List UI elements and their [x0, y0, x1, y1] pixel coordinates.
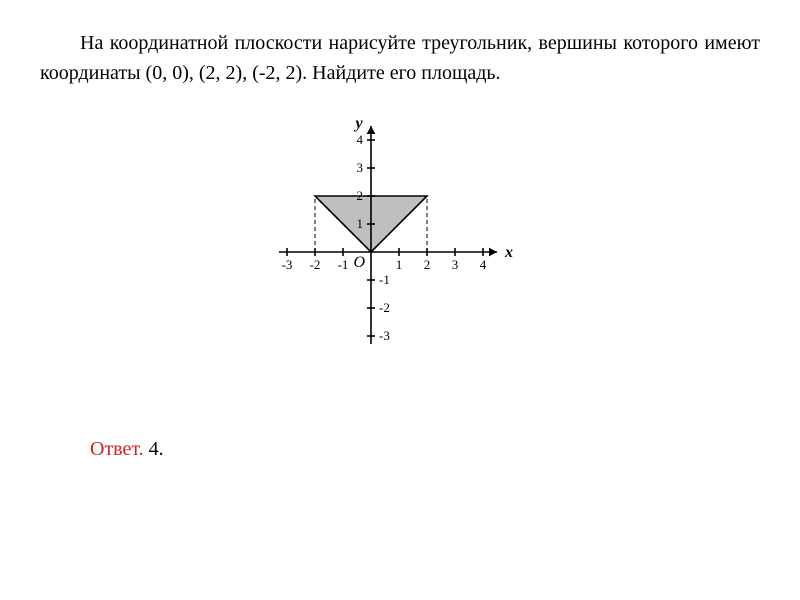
svg-text:2: 2 [357, 188, 364, 203]
svg-text:3: 3 [357, 160, 364, 175]
coordinate-plane-chart: -3 -2 -1 1 2 3 4 -3 -2 -1 1 2 3 4 Ox y [265, 118, 535, 383]
answer-label: Ответ. [90, 438, 144, 460]
problem-text: На координатной плоскости нарисуйте треу… [40, 28, 760, 88]
svg-text:-1: -1 [338, 257, 349, 272]
svg-text:1: 1 [396, 257, 403, 272]
svg-text:-2: -2 [379, 300, 390, 315]
problem-statement: На координатной плоскости нарисуйте треу… [40, 28, 760, 88]
svg-text:-2: -2 [310, 257, 321, 272]
svg-text:x: x [504, 244, 513, 261]
svg-text:1: 1 [357, 216, 364, 231]
answer-section: Ответ. 4. [90, 438, 760, 461]
svg-text:-3: -3 [379, 328, 390, 343]
svg-text:y: y [353, 118, 363, 132]
svg-text:3: 3 [452, 257, 459, 272]
svg-text:-3: -3 [282, 257, 293, 272]
svg-text:O: O [353, 254, 365, 271]
svg-text:4: 4 [480, 257, 487, 272]
chart-container: -3 -2 -1 1 2 3 4 -3 -2 -1 1 2 3 4 Ox y [40, 118, 760, 383]
svg-text:4: 4 [357, 132, 364, 147]
svg-text:2: 2 [424, 257, 431, 272]
answer-value: 4. [149, 438, 164, 460]
svg-text:-1: -1 [379, 272, 390, 287]
